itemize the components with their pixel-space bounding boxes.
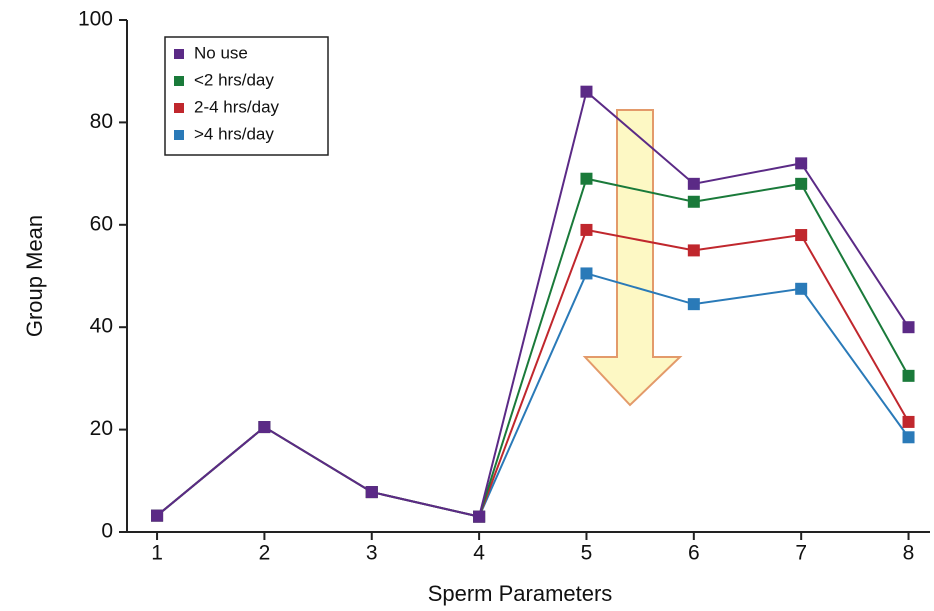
y-tick-label: 100 bbox=[78, 8, 113, 31]
x-tick-label: 3 bbox=[366, 542, 378, 565]
data-point bbox=[687, 177, 700, 190]
data-point bbox=[687, 298, 700, 311]
data-point bbox=[795, 177, 808, 190]
y-axis-label: Group Mean bbox=[22, 215, 47, 337]
y-tick-label: 80 bbox=[90, 110, 113, 133]
data-point bbox=[258, 421, 271, 434]
y-tick-label: 20 bbox=[90, 417, 113, 440]
x-tick-label: 7 bbox=[795, 542, 807, 565]
data-point bbox=[795, 157, 808, 170]
legend-marker bbox=[174, 130, 184, 140]
x-tick-label: 2 bbox=[259, 542, 271, 565]
series-line bbox=[156, 272, 910, 518]
data-point bbox=[580, 85, 593, 98]
x-axis-label: Sperm Parameters bbox=[428, 581, 613, 606]
x-tick-label: 1 bbox=[151, 542, 163, 565]
data-point bbox=[902, 415, 915, 428]
data-point bbox=[902, 431, 915, 444]
data-point bbox=[365, 486, 378, 499]
legend-marker bbox=[174, 76, 184, 86]
x-tick-label: 8 bbox=[903, 542, 915, 565]
data-point bbox=[795, 229, 808, 242]
series-line bbox=[156, 89, 910, 518]
legend-label: <2 hrs/day bbox=[194, 70, 274, 89]
data-point bbox=[151, 509, 164, 522]
legend-label: >4 hrs/day bbox=[194, 124, 274, 143]
data-point bbox=[687, 244, 700, 257]
trend-arrow bbox=[582, 109, 683, 407]
data-point bbox=[902, 321, 915, 334]
y-tick-label: 40 bbox=[90, 315, 113, 338]
legend-marker bbox=[174, 103, 184, 113]
x-tick-label: 4 bbox=[473, 542, 485, 565]
data-point bbox=[580, 172, 593, 185]
data-point bbox=[580, 267, 593, 280]
legend-box bbox=[164, 36, 329, 156]
legend-marker bbox=[174, 49, 184, 59]
data-point bbox=[902, 369, 915, 382]
series-line bbox=[156, 228, 910, 518]
y-tick-label: 0 bbox=[101, 520, 113, 543]
x-tick-label: 6 bbox=[688, 542, 700, 565]
legend-label: 2-4 hrs/day bbox=[194, 97, 280, 116]
legend-label: No use bbox=[194, 43, 248, 62]
data-point bbox=[580, 223, 593, 236]
data-point bbox=[687, 195, 700, 208]
x-tick-label: 5 bbox=[581, 542, 593, 565]
data-point bbox=[473, 510, 486, 523]
y-tick-label: 60 bbox=[90, 212, 113, 235]
data-point bbox=[795, 282, 808, 295]
